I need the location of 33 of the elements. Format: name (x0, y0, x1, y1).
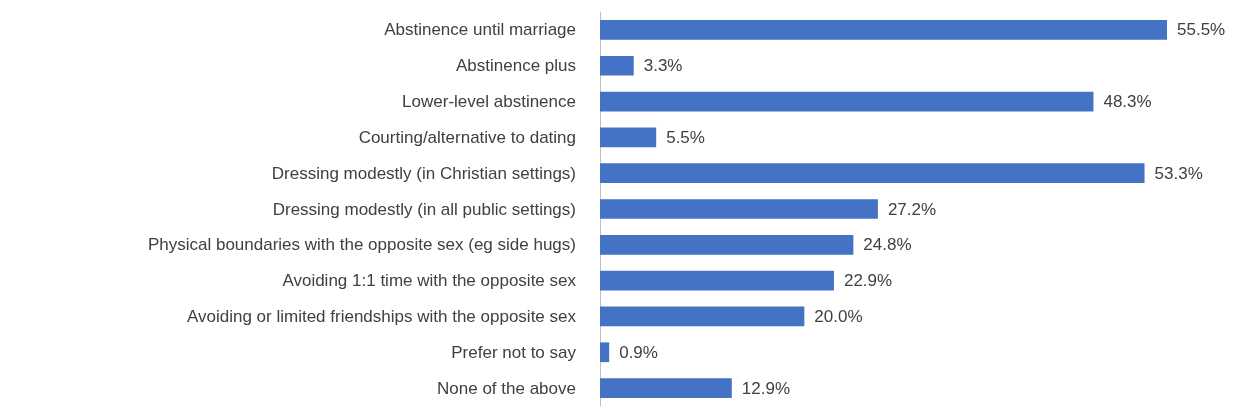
y-tick-label: Avoiding or limited friendships with the opposite sex (186, 306, 577, 326)
bar (600, 342, 610, 363)
y-tick-label: Dressing modestly (in all public settings) (272, 199, 576, 219)
bar (600, 91, 1094, 112)
bar (600, 55, 634, 76)
data-label: 3.3% (643, 56, 683, 76)
data-label: 0.9% (619, 342, 658, 362)
data-label: 53.3% (1154, 163, 1203, 183)
bar (600, 20, 1168, 40)
y-tick-label: Lower-level abstinence (402, 92, 576, 112)
bar (600, 234, 854, 255)
data-label: 5.5% (666, 127, 705, 147)
y-tick-label: Prefer not to say (451, 342, 577, 362)
data-label: 20.0% (814, 306, 863, 326)
y-tick-label: Dressing modestly (in Christian settings) (271, 163, 576, 183)
y-tick-label: Physical boundaries with the opposite sex (eg side hugs) (147, 235, 576, 255)
y-tick-label: Abstinence until marriage (384, 20, 576, 40)
bar (600, 199, 878, 219)
bar (600, 127, 657, 148)
bar (600, 306, 805, 327)
y-tick-label: Courting/alternative to dating (358, 127, 576, 147)
y-tick-label: None of the above (437, 378, 576, 398)
data-label: 48.3% (1103, 92, 1152, 112)
y-tick-label: Avoiding 1:1 time with the opposite sex (282, 271, 577, 291)
bar (600, 270, 834, 291)
data-label: 22.9% (843, 271, 893, 291)
bar (600, 163, 1145, 184)
data-label: 55.5% (1177, 20, 1226, 40)
y-tick-label: Abstinence plus (455, 56, 576, 76)
data-label: 27.2% (887, 199, 937, 219)
data-label: 12.9% (741, 378, 790, 398)
bar (600, 378, 732, 398)
data-label: 24.8% (863, 235, 912, 255)
